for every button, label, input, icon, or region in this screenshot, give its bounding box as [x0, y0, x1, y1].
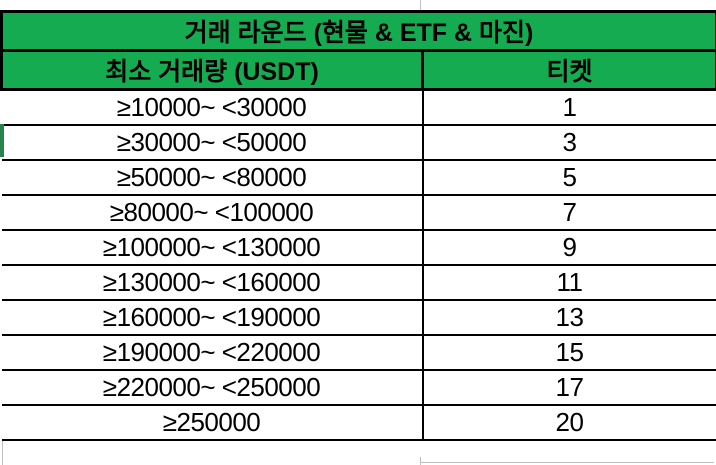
volume-range-cell[interactable]: ≥30000~ <50000 — [1, 123, 424, 161]
table-row: ≥220000~ <250000 17 — [1, 368, 716, 406]
volume-range-cell[interactable]: ≥160000~ <190000 — [1, 298, 424, 336]
table-row: ≥10000~ <30000 1 — [1, 88, 716, 126]
table-row: ≥50000~ <80000 5 — [1, 158, 716, 196]
gridline-column-divider-bottom — [420, 457, 421, 465]
table-title: 거래 라운드 (현물 & ETF & 마진) — [0, 10, 716, 52]
gridline-row-below-table — [421, 462, 714, 463]
volume-range-cell[interactable]: ≥10000~ <30000 — [1, 88, 424, 126]
adjacent-green-cell-sliver — [0, 124, 4, 157]
ticket-count-cell[interactable]: 11 — [421, 263, 716, 301]
volume-range-cell[interactable]: ≥50000~ <80000 — [1, 158, 424, 196]
table-row: ≥160000~ <190000 13 — [1, 298, 716, 336]
ticket-count-cell[interactable]: 13 — [421, 298, 716, 336]
ticket-count-cell[interactable]: 9 — [421, 228, 716, 266]
ticket-count-cell[interactable]: 15 — [421, 333, 716, 371]
ticket-count-cell[interactable]: 17 — [421, 368, 716, 406]
volume-range-cell[interactable]: ≥100000~ <130000 — [1, 228, 424, 266]
ticket-count-cell[interactable]: 5 — [421, 158, 716, 196]
ticket-count-cell[interactable]: 1 — [421, 88, 716, 126]
volume-range-cell[interactable]: ≥220000~ <250000 — [1, 368, 424, 406]
column-header-min-volume: 최소 거래량 (USDT) — [0, 49, 424, 91]
table-body: ≥10000~ <30000 1 ≥30000~ <50000 3 ≥50000~ <8… — [1, 88, 716, 441]
column-header-tickets: 티켓 — [421, 49, 716, 91]
ticket-count-cell[interactable]: 20 — [421, 403, 716, 441]
ticket-count-cell[interactable]: 7 — [421, 193, 716, 231]
table-row: ≥130000~ <160000 11 — [1, 263, 716, 301]
volume-range-cell[interactable]: ≥130000~ <160000 — [1, 263, 424, 301]
volume-range-cell[interactable]: ≥190000~ <220000 — [1, 333, 424, 371]
table-row: ≥190000~ <220000 15 — [1, 333, 716, 371]
volume-range-cell[interactable]: ≥250000 — [1, 403, 424, 441]
table-title-row: 거래 라운드 (현물 & ETF & 마진) — [0, 10, 716, 52]
table-row: ≥100000~ <130000 9 — [1, 228, 716, 266]
table-row: ≥80000~ <100000 7 — [1, 193, 716, 231]
table-header-row: 최소 거래량 (USDT) 티켓 — [0, 49, 716, 91]
volume-range-cell[interactable]: ≥80000~ <100000 — [1, 193, 424, 231]
trade-round-table: 거래 라운드 (현물 & ETF & 마진) 최소 거래량 (USDT) 티켓 … — [0, 10, 716, 441]
table-row: ≥30000~ <50000 3 — [1, 123, 716, 161]
table-row: ≥250000 20 — [1, 403, 716, 441]
ticket-count-cell[interactable]: 3 — [421, 123, 716, 161]
gridline-column-divider-top — [420, 0, 421, 11]
